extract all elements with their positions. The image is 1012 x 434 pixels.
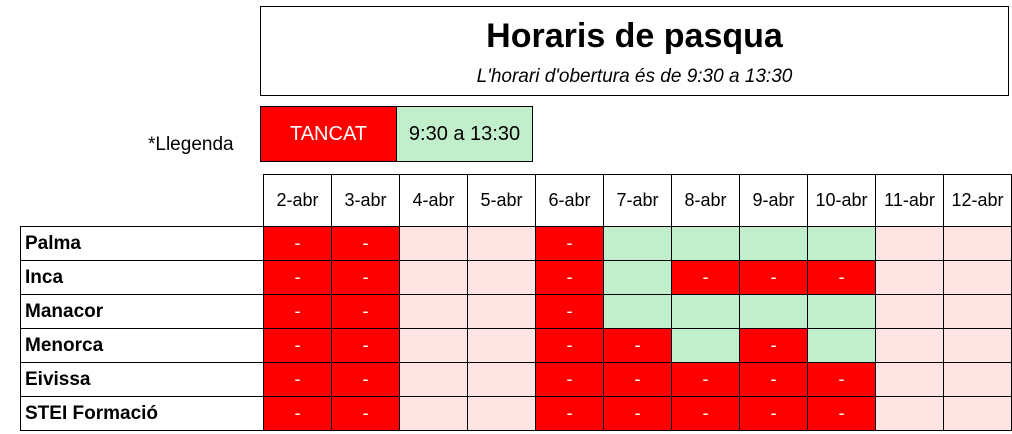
closed-cell: - <box>263 328 332 363</box>
closed-cell: - <box>263 294 332 329</box>
location-label: Manacor <box>20 294 264 329</box>
open-cell <box>671 328 740 363</box>
closed-cell: - <box>671 362 740 397</box>
closed-cell: - <box>603 328 672 363</box>
date-header: 9-abr <box>739 174 808 227</box>
closed-cell: - <box>535 260 604 295</box>
closed-cell: - <box>263 396 332 431</box>
open-cell <box>603 294 672 329</box>
empty-cell <box>943 362 1012 397</box>
empty-cell <box>467 396 536 431</box>
date-header: 12-abr <box>943 174 1012 227</box>
empty-cell <box>399 396 468 431</box>
date-header: 2-abr <box>263 174 332 227</box>
closed-cell: - <box>331 260 400 295</box>
empty-cell <box>875 396 944 431</box>
empty-cell <box>467 294 536 329</box>
closed-cell: - <box>331 226 400 261</box>
empty-cell <box>943 396 1012 431</box>
empty-cell <box>875 294 944 329</box>
closed-cell: - <box>263 260 332 295</box>
closed-cell: - <box>739 328 808 363</box>
schedule-table: 2-abr 3-abr 4-abr 5-abr 6-abr 7-abr 8-abr 9-abr… <box>20 174 1012 431</box>
empty-cell <box>875 328 944 363</box>
empty-cell <box>467 260 536 295</box>
closed-cell: - <box>807 362 876 397</box>
location-label: Eivissa <box>20 362 264 397</box>
location-label: STEI Formació <box>20 396 264 431</box>
closed-cell: - <box>739 362 808 397</box>
date-header: 7-abr <box>603 174 672 227</box>
closed-cell: - <box>671 396 740 431</box>
title-box: Horaris de pasqua L'horari d'obertura és… <box>260 6 1009 96</box>
empty-cell <box>399 328 468 363</box>
closed-cell: - <box>331 362 400 397</box>
header-row: 2-abr 3-abr 4-abr 5-abr 6-abr 7-abr 8-abr 9-abr… <box>20 174 1012 227</box>
legend-label: *Llegenda <box>148 134 234 155</box>
empty-cell <box>399 260 468 295</box>
date-header: 6-abr <box>535 174 604 227</box>
table-row: Inca - - - - - - <box>20 260 1012 295</box>
closed-cell: - <box>807 260 876 295</box>
empty-cell <box>399 294 468 329</box>
closed-cell: - <box>535 294 604 329</box>
closed-cell: - <box>739 260 808 295</box>
legend-closed: TANCAT <box>260 106 397 162</box>
location-label: Inca <box>20 260 264 295</box>
location-label: Menorca <box>20 328 264 363</box>
closed-cell: - <box>331 396 400 431</box>
closed-cell: - <box>331 294 400 329</box>
open-cell <box>807 226 876 261</box>
table-row: Eivissa - - - - - - - <box>20 362 1012 397</box>
location-label: Palma <box>20 226 264 261</box>
open-cell <box>671 226 740 261</box>
date-header: 11-abr <box>875 174 944 227</box>
open-cell <box>807 294 876 329</box>
closed-cell: - <box>535 328 604 363</box>
table-row: Manacor - - - <box>20 294 1012 329</box>
empty-cell <box>875 226 944 261</box>
empty-cell <box>943 294 1012 329</box>
table-row: STEI Formació - - - - - - - <box>20 396 1012 431</box>
empty-cell <box>467 362 536 397</box>
empty-cell <box>875 362 944 397</box>
empty-cell <box>875 260 944 295</box>
date-header: 8-abr <box>671 174 740 227</box>
empty-cell <box>399 226 468 261</box>
page-title: Horaris de pasqua <box>486 17 783 55</box>
closed-cell: - <box>535 396 604 431</box>
open-cell <box>739 294 808 329</box>
closed-cell: - <box>671 260 740 295</box>
open-cell <box>603 260 672 295</box>
closed-cell: - <box>535 362 604 397</box>
closed-cell: - <box>807 396 876 431</box>
table-row: Palma - - - <box>20 226 1012 261</box>
empty-cell <box>399 362 468 397</box>
closed-cell: - <box>263 226 332 261</box>
subtitle: L'horari d'obertura és de 9:30 a 13:30 <box>476 66 793 87</box>
empty-cell <box>943 328 1012 363</box>
closed-cell: - <box>739 396 808 431</box>
date-header: 10-abr <box>807 174 876 227</box>
closed-cell: - <box>331 328 400 363</box>
open-cell <box>739 226 808 261</box>
corner-cell <box>20 174 264 227</box>
date-header: 3-abr <box>331 174 400 227</box>
empty-cell <box>943 226 1012 261</box>
empty-cell <box>467 226 536 261</box>
closed-cell: - <box>263 362 332 397</box>
open-cell <box>807 328 876 363</box>
empty-cell <box>943 260 1012 295</box>
open-cell <box>671 294 740 329</box>
open-cell <box>603 226 672 261</box>
date-header: 5-abr <box>467 174 536 227</box>
legend-open: 9:30 a 13:30 <box>396 106 533 162</box>
closed-cell: - <box>603 396 672 431</box>
empty-cell <box>467 328 536 363</box>
date-header: 4-abr <box>399 174 468 227</box>
closed-cell: - <box>535 226 604 261</box>
closed-cell: - <box>603 362 672 397</box>
table-row: Menorca - - - - - <box>20 328 1012 363</box>
